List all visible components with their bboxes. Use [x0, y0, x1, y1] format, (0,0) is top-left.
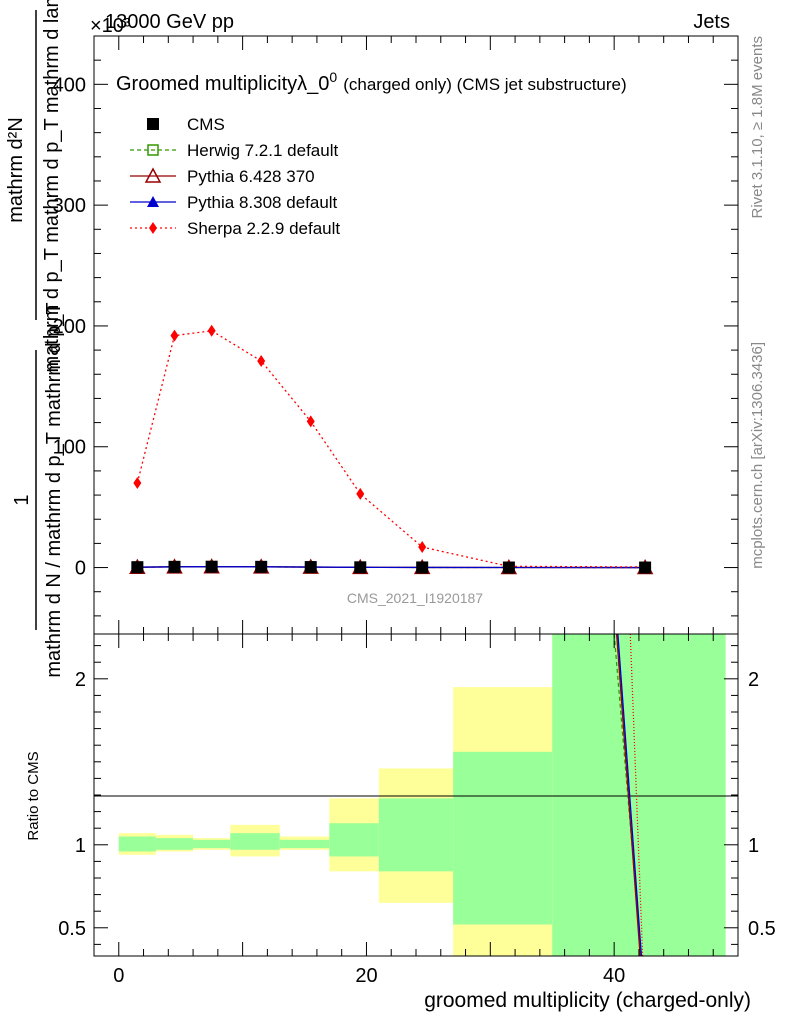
y-label-den: mathrm d p_T mathrm d p_T mathrm d lambd… [41, 0, 63, 372]
data-point [306, 415, 315, 428]
legend-label: Sherpa 2.2.9 default [187, 219, 340, 238]
data-point [356, 487, 365, 500]
analysis-id: CMS_2021_I1920187 [347, 590, 483, 606]
category-label: Jets [693, 11, 730, 33]
data-point [170, 329, 179, 342]
ratio-band-green [453, 751, 553, 925]
y-tick-label: 200 [53, 316, 86, 338]
legend-marker [147, 118, 159, 130]
y-axis-label: 1 mathrm d N / mathrm d p_T mathrm d p_T… [5, 0, 65, 678]
ratio-y-tick-label-right: 0.5 [748, 918, 776, 940]
legend-marker [147, 144, 159, 156]
energy-label: 13000 GeV pp [105, 11, 234, 33]
ratio-band-green [193, 839, 231, 849]
ratio-band-green [552, 634, 726, 956]
y-tick-label: 300 [53, 195, 86, 217]
data-point [133, 476, 142, 489]
title-rest: (charged only) (CMS jet substructure) [343, 75, 626, 94]
ratio-bands [118, 634, 726, 956]
ratio-y-tick-label: 1 [75, 835, 86, 857]
data-point [304, 561, 317, 574]
y-tick-label: 400 [53, 74, 86, 96]
ratio-y-tick-label-right: 1 [748, 835, 759, 857]
rivet-label: Rivet 3.1.10, ≥ 1.8M events [749, 36, 766, 219]
legend-marker [149, 222, 157, 234]
ratio-band-green [329, 823, 379, 857]
exponent-label: ×10³ [90, 15, 131, 37]
data-point [205, 560, 218, 573]
ratio-y-tick-label-right: 2 [748, 669, 759, 691]
chart-title: Groomed multiplicityλ_00 (charged only) (… [116, 69, 627, 95]
legend-marker [144, 167, 162, 183]
ratio-axis-ticks: 0.5 0.5 1 1 2 2 [58, 645, 776, 945]
x-tick-label: 20 [355, 965, 377, 987]
ratio-ylabel: Ratio to CMS [25, 751, 42, 840]
data-point [502, 561, 515, 574]
x-tick-label: 0 [113, 965, 124, 987]
mcplots-label: mcplots.cern.ch [arXiv:1306.3436] [749, 342, 766, 569]
legend-label: CMS [187, 115, 225, 134]
data-point [354, 561, 367, 574]
series-line [136, 330, 646, 568]
legend-label: Pythia 8.308 default [187, 193, 338, 212]
y-label-num: mathrm d²N [5, 117, 27, 223]
main-series-lines [136, 330, 646, 569]
ratio-band-green [279, 839, 330, 849]
y-label-prefix-den: mathrm d N / mathrm d p_T mathrm d p_T [43, 302, 65, 677]
data-point [416, 561, 429, 574]
ratio-band-green [230, 833, 280, 850]
ratio-y-tick-label: 0.5 [58, 918, 86, 940]
ratio-line [617, 633, 643, 957]
legend-label: Pythia 6.428 370 [187, 167, 315, 186]
legend-label: Herwig 7.2.1 default [187, 141, 338, 160]
y-tick-label: 100 [53, 437, 86, 459]
y-tick-label: 0 [75, 558, 86, 580]
legend: CMS Herwig 7.2.1 default Pythia 6.428 370 P… [130, 115, 340, 238]
data-point [257, 354, 266, 367]
ratio-y-tick-label: 2 [75, 669, 86, 691]
data-point [639, 561, 652, 574]
title-sup: 0 [329, 69, 337, 85]
title-main: Groomed multiplicityλ_0 [116, 73, 329, 95]
x-tick-label: 40 [603, 965, 625, 987]
data-point [255, 560, 268, 573]
ratio-line [615, 633, 641, 957]
ratio-band-green [378, 798, 454, 872]
ratio-band-green [155, 838, 194, 850]
main-series-markers [129, 324, 654, 575]
y-label-prefix-num: 1 [11, 494, 33, 505]
legend-marker [147, 196, 159, 207]
data-point [418, 541, 427, 554]
data-point [131, 561, 144, 574]
x-axis-ticks: 0 20 40 [113, 634, 739, 987]
ratio-band-green [118, 836, 156, 852]
data-point [207, 324, 216, 337]
x-axis-label: groomed multiplicity (charged-only) [424, 989, 751, 1012]
main-axis-ticks: 0 100 200 300 400 [53, 36, 739, 634]
data-point [168, 560, 181, 573]
ratio-lines [613, 633, 644, 957]
